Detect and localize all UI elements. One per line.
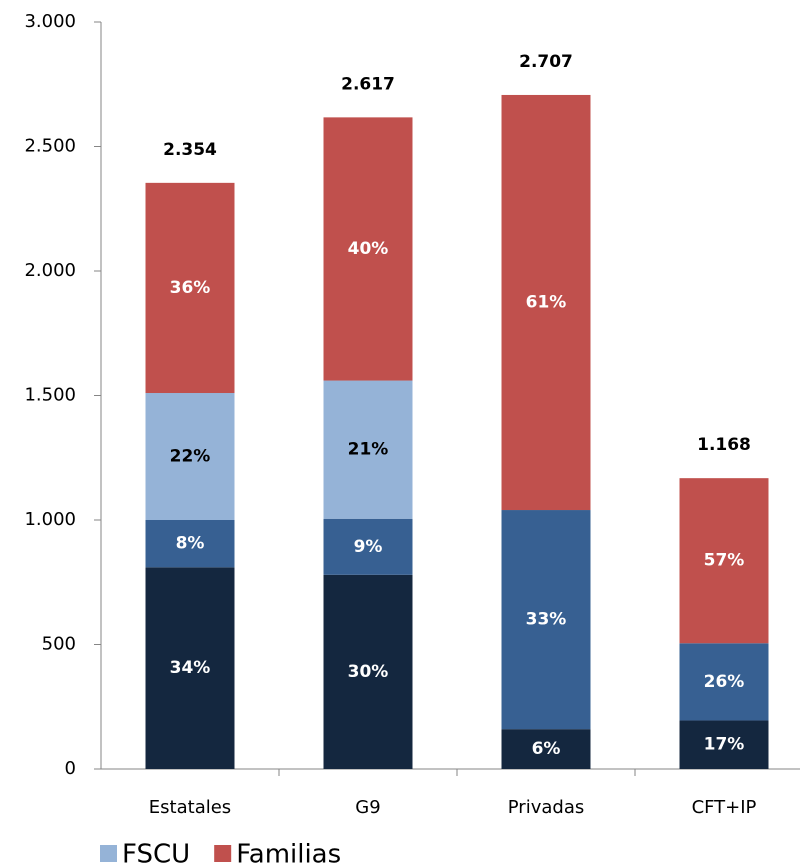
segment-label: 33% <box>526 610 567 630</box>
bar-segment <box>679 720 769 769</box>
x-tick-label: Estatales <box>149 797 231 818</box>
bar-segment <box>501 729 591 769</box>
segment-label: 40% <box>348 239 389 259</box>
segment-label: 26% <box>704 672 745 692</box>
y-tick-label: 1.500 <box>24 385 76 406</box>
segment-label: 34% <box>170 658 211 678</box>
x-tick-label: G9 <box>355 797 380 818</box>
total-label: 1.168 <box>697 435 751 455</box>
segment-label: 36% <box>170 278 211 298</box>
segment-label: 9% <box>354 537 383 557</box>
bar-segment <box>145 182 235 394</box>
segment-label: 17% <box>704 735 745 755</box>
bar-segment <box>679 643 769 721</box>
y-tick-label: 0 <box>65 758 76 779</box>
y-tick-label: 2.000 <box>24 260 76 281</box>
segment-label: 22% <box>170 447 211 467</box>
bar-segment <box>145 393 235 520</box>
bar-segment <box>679 478 769 644</box>
segment-label: 6% <box>532 739 561 759</box>
bar-segment <box>145 520 235 568</box>
bar-segment <box>323 574 413 769</box>
bar-segment <box>145 567 235 769</box>
legend-label: Familias <box>236 840 341 867</box>
bar-segment <box>323 380 413 519</box>
segment-label: 8% <box>176 534 205 554</box>
y-tick-label: 1.000 <box>24 509 76 530</box>
y-tick-label: 3.000 <box>24 11 76 32</box>
total-label: 2.707 <box>519 52 573 72</box>
total-label: 2.617 <box>341 74 395 94</box>
x-tick-label: CFT+IP <box>692 797 757 818</box>
y-tick-label: 500 <box>42 634 76 655</box>
segment-label: 30% <box>348 662 389 682</box>
segment-label: 21% <box>348 440 389 460</box>
bar-segment <box>323 518 413 575</box>
x-tick-label: Privadas <box>508 797 584 818</box>
legend-swatch <box>100 845 117 862</box>
y-tick-label: 2.500 <box>24 136 76 157</box>
bar-segment <box>323 117 413 381</box>
bar-segment <box>501 510 591 730</box>
segment-label: 57% <box>704 551 745 571</box>
legend-swatch <box>214 845 232 862</box>
bar-segment <box>501 94 591 511</box>
total-label: 2.354 <box>163 140 217 160</box>
legend-label: FSCU <box>122 840 190 867</box>
segment-label: 61% <box>526 292 567 312</box>
